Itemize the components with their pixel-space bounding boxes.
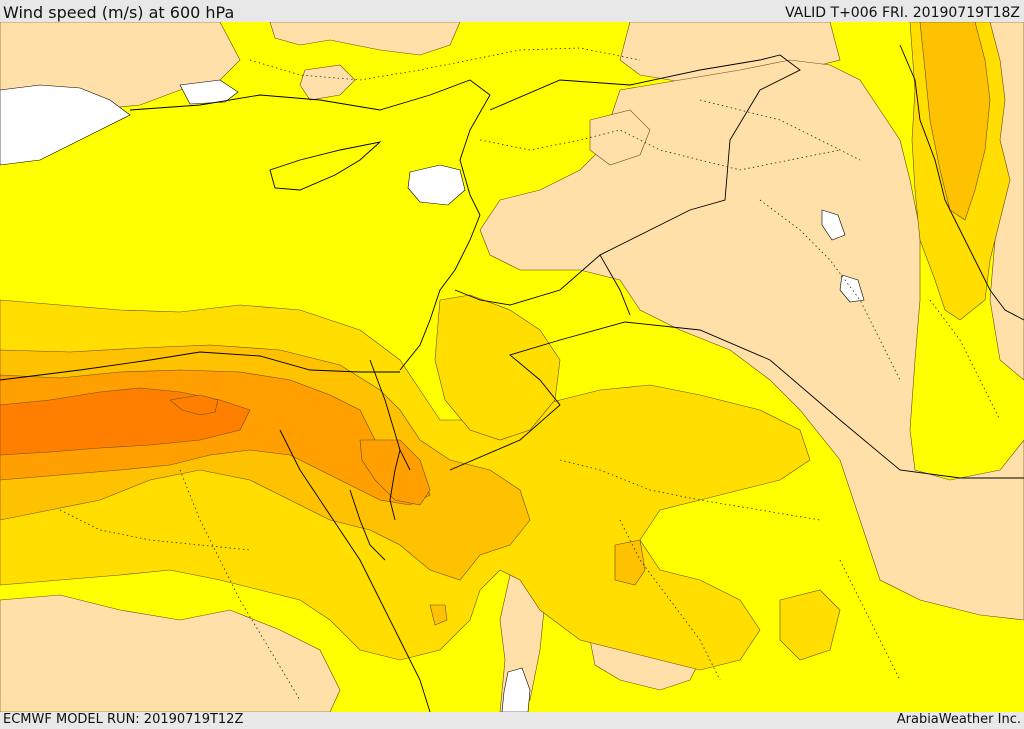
admin-line-iraq-1 xyxy=(759,199,901,381)
moderate-high-patch-south xyxy=(429,604,448,626)
admin-line-egypt-2 xyxy=(59,509,251,551)
credit: ArabiaWeather Inc. xyxy=(896,712,1021,727)
map-title: Wind speed (m/s) at 600 hPa xyxy=(3,3,235,22)
no-data-sea-patch xyxy=(179,79,239,105)
iran-iraq-border xyxy=(899,44,1024,321)
low-wind-area-syria xyxy=(479,59,1024,621)
bottom-footer-bar: ECMWF MODEL RUN: 20190719T12Z ArabiaWeat… xyxy=(0,712,1024,729)
admin-boundaries xyxy=(59,47,1001,701)
sinai-inner-coast xyxy=(349,489,386,561)
syria-iraq-border xyxy=(489,54,801,316)
model-run: ECMWF MODEL RUN: 20190719T12Z xyxy=(3,712,244,727)
low-wind-area-cyprus-sea xyxy=(299,64,356,101)
egypt-israel-border xyxy=(369,359,411,471)
moderate-high-patch-saudi xyxy=(614,539,646,586)
turkey-south-coast xyxy=(129,79,491,216)
admin-line-iran xyxy=(929,299,1001,421)
no-data-iraq-lake-1 xyxy=(821,209,846,241)
admin-line-saudi-2 xyxy=(619,519,721,681)
admin-line-syria xyxy=(479,129,841,171)
admin-line-turkey xyxy=(249,47,641,81)
cyprus-outline xyxy=(269,141,382,191)
low-wind-area-jordan-north xyxy=(589,109,651,166)
no-data-red-sea-south xyxy=(501,667,531,712)
low-wind-regions xyxy=(0,22,1024,712)
jordan-border xyxy=(454,254,601,306)
highest-wind-regions xyxy=(0,387,251,456)
admin-line-saudi-1 xyxy=(559,459,821,521)
saudi-border xyxy=(449,321,1024,479)
coastlines-borders xyxy=(0,44,1024,712)
no-data-aegean xyxy=(0,84,131,166)
no-data-lebanon xyxy=(407,164,466,206)
admin-line-iraq-2 xyxy=(699,99,861,161)
map-canvas xyxy=(0,22,1024,712)
aqaba-gulf xyxy=(389,449,401,521)
egypt-north-coast xyxy=(0,351,400,381)
moderate-high-band-zagros xyxy=(919,22,991,221)
highest-wind-spot xyxy=(169,394,219,416)
top-header-bar: Wind speed (m/s) at 600 hPa VALID T+006 … xyxy=(0,0,1024,22)
moderate-patch-saudi-east xyxy=(779,589,841,661)
suez-gulf xyxy=(279,429,431,712)
no-data-iraq-lake-2 xyxy=(839,274,865,303)
levant-coast xyxy=(399,214,481,371)
no-data-regions xyxy=(0,79,865,712)
moderate-patch-jordan xyxy=(434,294,561,441)
low-wind-area-north xyxy=(269,22,461,56)
valid-time: VALID T+006 FRI. 20190719T18Z xyxy=(785,5,1020,21)
weather-map xyxy=(0,22,1024,712)
